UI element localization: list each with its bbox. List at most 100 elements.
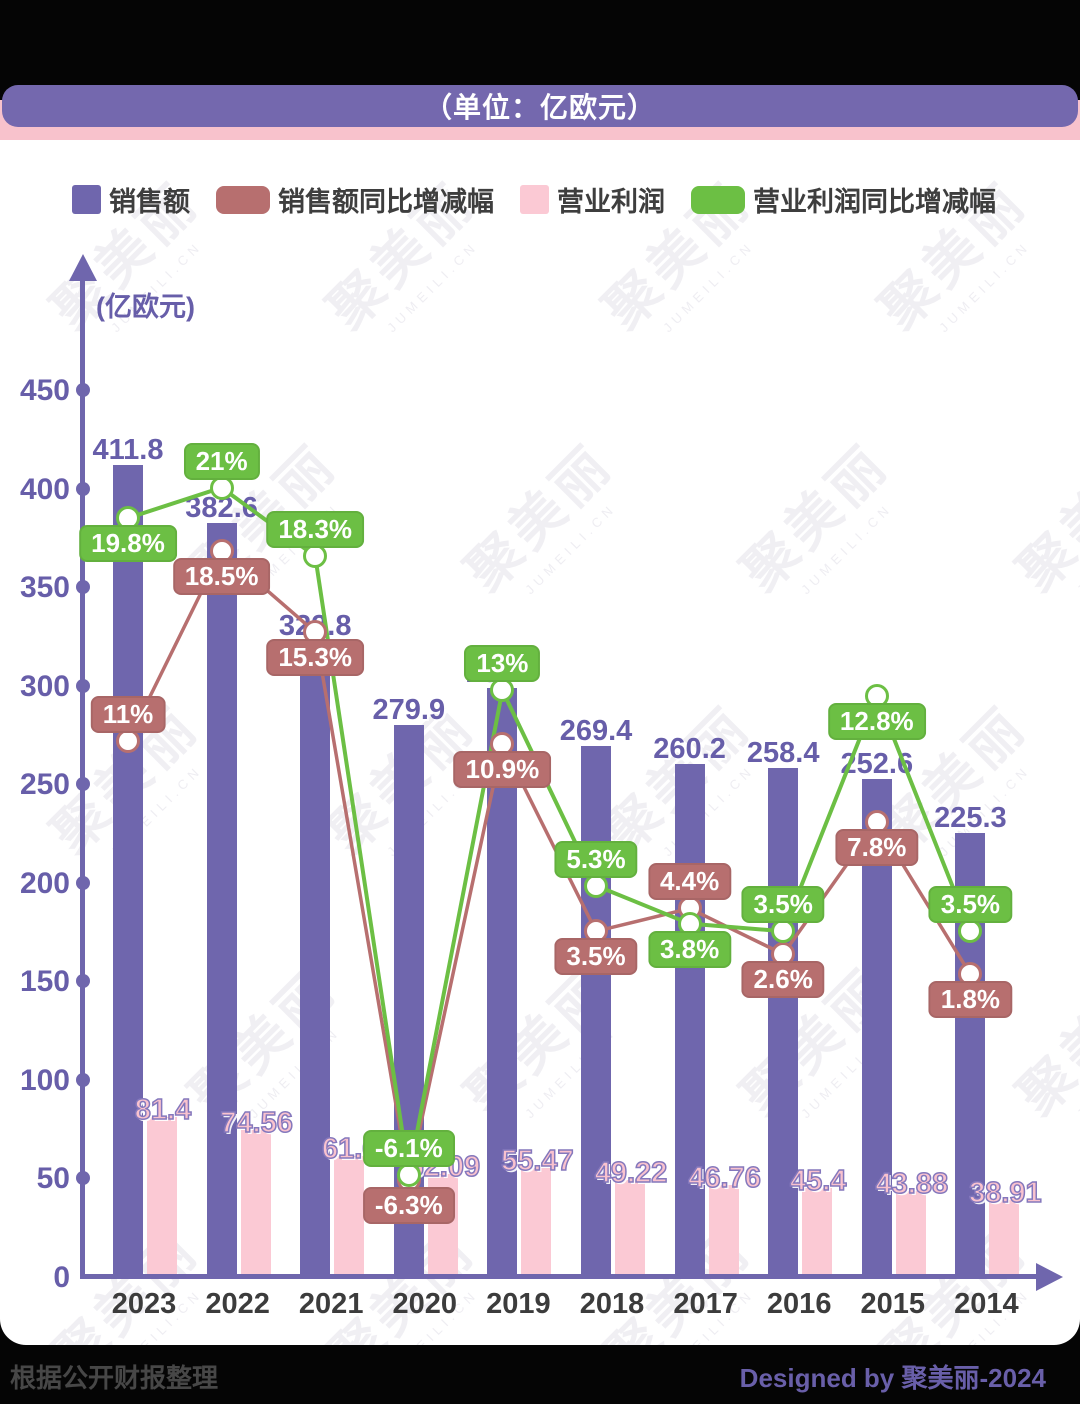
x-axis-year-label: 2020 [392,1288,458,1320]
sales-yoy-label: 7.8% [835,829,919,867]
x-axis-year-label: 2022 [205,1288,270,1320]
x-axis-year-label: 2016 [766,1288,832,1320]
y-tick-label: 100 [19,1063,70,1097]
y-tick-dot [76,974,90,989]
sales-yoy-label: 2.6% [741,961,825,999]
sales-bar [768,767,799,1277]
profit-value-label: 55.47 [500,1144,574,1178]
y-tick-label: 300 [19,669,70,703]
profit-bar [147,1116,177,1277]
legend-label: 营业利润 [557,187,665,217]
y-tick-label: 200 [19,866,70,900]
y-tick-label: 0 [53,1261,70,1294]
sales-bar [206,522,237,1277]
y-tick-dot [76,481,90,496]
sales-bar [300,640,331,1277]
y-tick-label: 350 [19,571,70,605]
x-axis-year-label: 2014 [954,1288,1019,1320]
profit-value-label: 74.56 [220,1106,294,1140]
profit-bar [240,1130,271,1277]
profit-bar [334,1155,365,1277]
y-tick-dot [76,875,90,890]
sales-value-label: 225.3 [934,801,1007,834]
x-axis-year-label: 2015 [860,1288,926,1320]
legend-item-sales-yoy: 销售额同比增减幅 [216,180,494,219]
profit-yoy-label: 3.5% [741,886,825,924]
sales-value-label: 279.9 [372,694,446,727]
y-tick-dot [76,1072,90,1087]
x-axis-year-label: 2019 [486,1288,551,1320]
sales-yoy-label: 1.8% [928,981,1013,1019]
sales-bar [113,465,143,1277]
profit-yoy-label: 19.8% [79,525,177,563]
y-tick-dot [76,678,90,693]
profit-swatch-icon [520,185,549,214]
page-title: （单位：亿欧元） [2,85,1078,127]
legend-item-sales: 销售额 [72,180,190,219]
profit-bar [521,1167,552,1277]
sales-bar [674,764,705,1277]
profit-yoy-label: 21% [183,442,260,480]
sales-value-label: 269.4 [559,715,633,747]
sales-yoy-label: 11% [90,696,166,734]
sales-yoy-label: -6.3% [362,1186,455,1224]
legend-item-profit: 营业利润 [520,180,665,219]
profit-yoy-label: 5.3% [554,840,638,878]
y-tick-dot [76,580,90,595]
x-axis-year-label: 2021 [298,1288,364,1320]
profit-yoy-label: -6.1% [362,1129,455,1167]
sales-bar [581,746,611,1277]
profit-value-label: 46.76 [688,1161,762,1195]
profit-bar [895,1190,926,1277]
profit-yoy-label: 3.5% [928,886,1013,924]
y-tick-label: 50 [36,1162,70,1196]
sales-value-label: 260.2 [653,733,726,766]
profit-value-label: 49.22 [594,1156,668,1190]
footer-credit: Designed by 聚美丽-2024 [739,1363,1046,1393]
profit-bar [989,1200,1020,1277]
profit-value-label: 81.4 [134,1093,192,1127]
profit-yoy-marker [303,544,328,569]
profit-value-label: 43.88 [875,1167,949,1201]
legend-label: 营业利润同比增减幅 [753,187,996,217]
sales-value-label: 411.8 [92,434,164,467]
legend-label: 销售额 [109,187,190,217]
sales-yoy-label: 10.9% [453,750,552,788]
sales-yoy-label: 3.5% [554,938,638,976]
x-axis-year-label: 2023 [111,1288,177,1320]
y-tick-label: 150 [19,965,70,999]
sales-swatch-icon [72,185,101,214]
y-tick-dot [76,1171,90,1186]
profit-bar [802,1187,833,1277]
legend-item-profit-yoy: 营业利润同比增减幅 [691,180,996,219]
y-tick-dot [76,383,90,398]
sales-yoy-swatch-icon [216,185,270,214]
profit-yoy-label: 3.8% [647,930,732,968]
profit-yoy-label: 12.8% [827,702,926,740]
profit-yoy-label: 13% [464,645,541,683]
chart-card: 销售额 销售额同比增减幅 营业利润 营业利润同比增减幅 (亿欧元) 450 400… [0,140,1080,1345]
profit-value-label: 45.4 [789,1164,847,1198]
sales-yoy-label: 18.5% [172,558,271,596]
chart-legend: 销售额 销售额同比增减幅 营业利润 营业利润同比增减幅 [72,180,996,219]
x-axis-arrow-icon [1036,1263,1063,1291]
profit-bar [615,1179,645,1277]
x-axis-year-label: 2017 [673,1288,738,1320]
y-axis-arrow-icon [69,254,97,281]
profit-bar [708,1184,739,1277]
sales-yoy-label: 15.3% [266,639,365,677]
profit-value-label: 38.91 [968,1177,1042,1211]
profit-yoy-swatch-icon [691,185,745,214]
y-axis-unit-label: (亿欧元) [96,292,195,322]
x-axis-line [80,1274,1038,1279]
y-tick-label: 450 [19,374,70,408]
profit-yoy-marker [490,678,515,703]
sales-value-label: 258.4 [746,736,820,769]
y-tick-label: 250 [19,768,70,802]
y-tick-dot [76,777,90,792]
footer-source-note: 根据公开财报整理 [10,1363,219,1393]
legend-label: 销售额同比增减幅 [278,187,494,217]
profit-yoy-label: 18.3% [266,511,365,549]
x-axis-year-label: 2018 [579,1288,645,1320]
